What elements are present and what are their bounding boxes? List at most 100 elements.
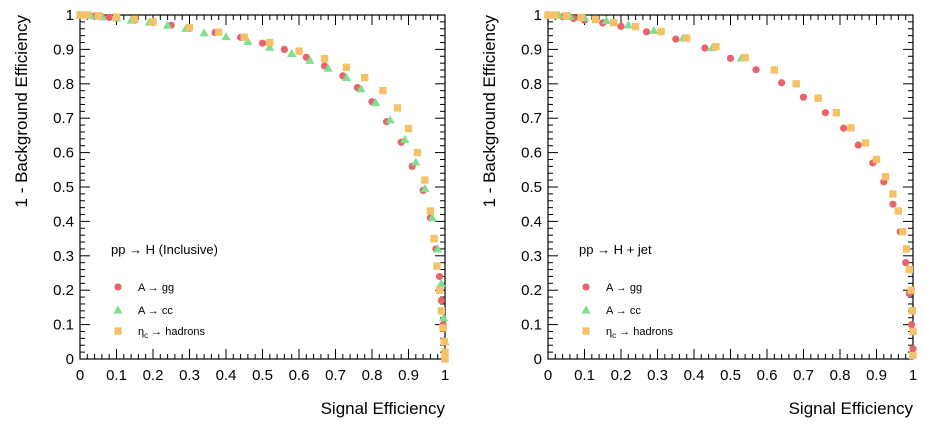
x-tick-label: 0.8: [362, 367, 383, 384]
y-tick-label: 0.1: [521, 317, 542, 334]
data-point: [433, 244, 443, 253]
data-point: [551, 11, 559, 19]
data-point: [577, 13, 585, 22]
data-point: [287, 48, 297, 57]
data-point: [672, 35, 680, 43]
data-point: [872, 155, 881, 164]
x-tick-label: 0.9: [398, 367, 419, 384]
y-tick-label: 0.1: [53, 317, 74, 334]
legend-label: ηc → hadrons: [606, 326, 673, 340]
legend-label: A → gg: [138, 282, 174, 294]
y-tick-label: 1: [534, 7, 542, 24]
data-point: [356, 84, 366, 93]
data-point: [631, 22, 640, 31]
data-point: [385, 115, 395, 124]
data-point: [591, 15, 600, 24]
legend-marker: [582, 283, 590, 291]
x-tick-label: 0.2: [143, 367, 164, 384]
series-circle: [76, 11, 449, 356]
data-point: [404, 124, 413, 133]
legend-marker: [582, 327, 590, 335]
x-tick-label: 0.4: [216, 367, 237, 384]
data-point: [83, 11, 91, 19]
legend: A → gg A → cc ηc → hadrons: [581, 282, 673, 340]
data-point: [642, 28, 651, 36]
data-point: [726, 54, 735, 62]
legend-item: A → gg: [114, 282, 174, 294]
data-point: [295, 47, 303, 55]
y-axis-title: 1 - Background Efficiency: [480, 15, 499, 208]
data-point: [701, 44, 709, 52]
data-point: [361, 73, 369, 82]
y-tick-label: 0.6: [53, 145, 74, 162]
data-point: [649, 25, 659, 34]
x-tick-label: 0.1: [574, 367, 595, 384]
data-point: [112, 13, 121, 21]
y-tick-label: 0.3: [521, 248, 542, 265]
legend: A → gg A → cc ηc → hadrons: [113, 282, 205, 340]
data-point: [411, 157, 421, 166]
x-tick-label: 1: [909, 367, 917, 384]
y-tick-label: 1: [66, 7, 74, 24]
data-point: [413, 148, 422, 157]
data-point: [854, 141, 862, 149]
data-point: [881, 172, 890, 181]
data-point: [163, 20, 173, 29]
data-point: [601, 15, 611, 24]
y-tick-label: 0.5: [53, 179, 74, 196]
x-tick-label: 0.8: [830, 367, 851, 384]
x-axis-title: Signal Efficiency: [321, 399, 446, 418]
y-tick-label: 0.8: [53, 76, 74, 93]
data-point: [437, 296, 445, 305]
data-point: [105, 13, 113, 22]
legend-label: A → cc: [138, 305, 173, 317]
data-point: [149, 18, 157, 26]
legend-marker: [114, 283, 122, 291]
data-point: [907, 286, 915, 294]
legend-marker: [113, 305, 123, 314]
data-point: [905, 265, 914, 274]
y-tick-label: 0.7: [521, 110, 542, 127]
x-tick-label: 0.3: [647, 367, 668, 384]
data-point: [426, 207, 435, 215]
data-point: [131, 15, 139, 23]
x-tick-label: 0.3: [179, 367, 200, 384]
data-point: [741, 53, 749, 62]
data-point: [258, 39, 267, 47]
data-point: [770, 66, 778, 74]
data-point: [266, 38, 274, 47]
legend-marker: [114, 327, 122, 335]
data-point: [323, 63, 333, 72]
y-tick-label: 0.2: [53, 282, 74, 299]
data-point: [610, 18, 618, 27]
data-point: [437, 307, 446, 315]
data-point: [420, 184, 430, 193]
data-point: [814, 94, 822, 102]
x-tick-label: 0.6: [757, 367, 778, 384]
data-point: [623, 20, 633, 29]
process-label: pp → H + jet: [579, 242, 652, 257]
roc-chart-inclusive: 0 0.1 0.2 0.3 0.4 0.5 0.6 0.7 0.8 0.9 1 0 0.1 0.2 0.3 0…: [12, 7, 450, 418]
data-point: [889, 200, 897, 208]
data-point: [221, 32, 231, 41]
data-point: [902, 245, 911, 253]
data-point: [792, 80, 800, 88]
data-point: [832, 108, 841, 117]
y-tick-label: 0.8: [521, 76, 542, 93]
data-point: [94, 11, 102, 20]
data-point: [909, 327, 917, 336]
data-point: [712, 42, 720, 51]
y-axis-title: 1 - Background Efficiency: [12, 15, 31, 208]
roc-panel-hjet: 0 0.1 0.2 0.3 0.4 0.5 0.6 0.7 0.8 0.9 1 0 0.1 0.2 0.3 0…: [468, 0, 925, 426]
data-point: [440, 338, 448, 346]
data-point: [320, 54, 329, 63]
data-point: [342, 63, 351, 71]
plot-frame: [79, 14, 446, 360]
series-circle: [544, 11, 917, 353]
data-point: [280, 45, 288, 54]
series-triangle: [75, 10, 450, 346]
x-tick-label: 0.7: [325, 367, 346, 384]
data-point: [436, 278, 446, 287]
legend-marker: [581, 305, 591, 314]
x-tick-label: 0.4: [684, 367, 705, 384]
